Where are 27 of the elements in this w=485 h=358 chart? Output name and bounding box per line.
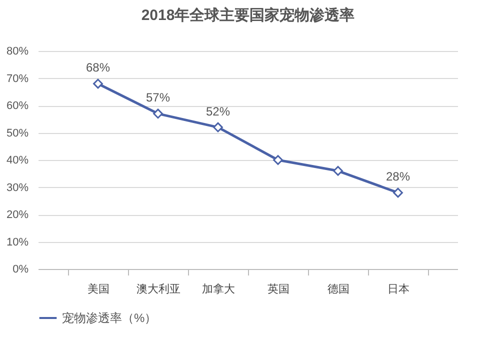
x-tick-label: 美国: [88, 282, 110, 296]
text: 52%: [206, 104, 230, 118]
y-tick-label: 80%: [6, 46, 29, 58]
chart-title: 2018年全球主要国家宠物渗透率: [141, 6, 355, 24]
y-tick-label: 30%: [6, 182, 29, 194]
point: [213, 122, 223, 132]
x-tick-label: 加拿大: [202, 282, 235, 296]
text: 57%: [146, 90, 170, 105]
y-tick-label: 10%: [6, 236, 29, 248]
point: [153, 108, 163, 119]
text: 28%: [386, 170, 410, 184]
x-tick-label: 英国: [268, 282, 290, 296]
x-tick-label: 德国: [328, 284, 350, 296]
point: [93, 78, 103, 89]
point: [333, 166, 343, 176]
y-tick-label: 60%: [6, 100, 29, 112]
y-tick-label: 40%: [6, 154, 29, 166]
point: [273, 155, 283, 165]
x-tick-label: 日本: [388, 282, 410, 296]
y-tick-label: 70%: [6, 72, 29, 85]
text: 68%: [86, 60, 110, 75]
y-tick-label: 50%: [6, 127, 29, 140]
legend-label: 宠物渗透率（%）: [62, 311, 157, 325]
y-tick-label: 0%: [12, 264, 29, 276]
point: [393, 188, 403, 198]
y-tick-label: 20%: [6, 209, 29, 221]
x-tick-label: 澳大利亚: [136, 282, 180, 296]
